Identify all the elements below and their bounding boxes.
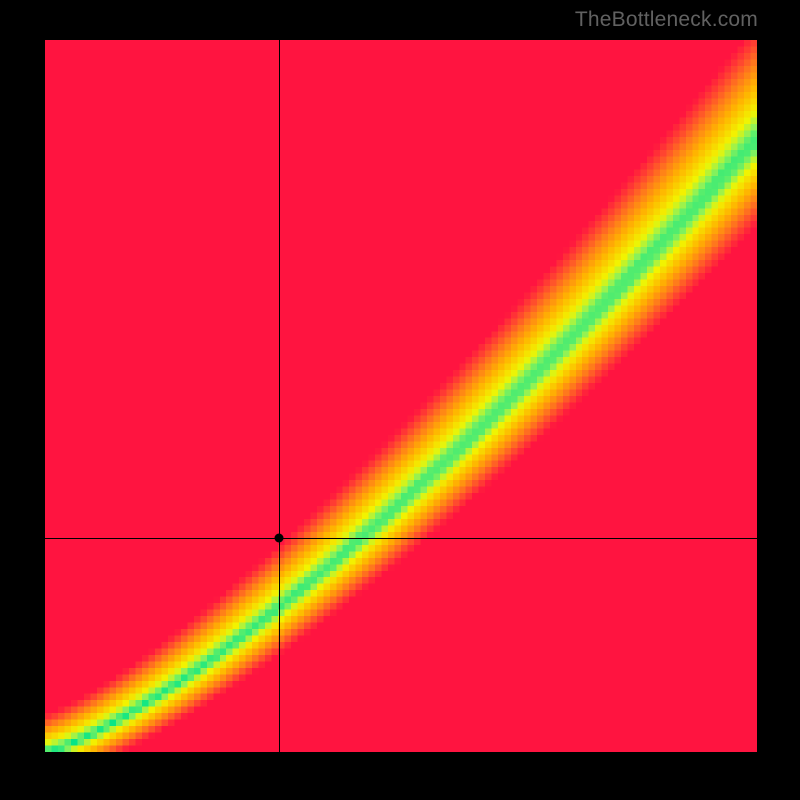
heatmap-plot-area [45,40,757,752]
crosshair-horizontal-line [45,538,757,539]
crosshair-marker-dot [274,534,283,543]
watermark-text: TheBottleneck.com [575,8,758,32]
bottleneck-heatmap-canvas [45,40,757,752]
crosshair-vertical-line [279,40,280,752]
